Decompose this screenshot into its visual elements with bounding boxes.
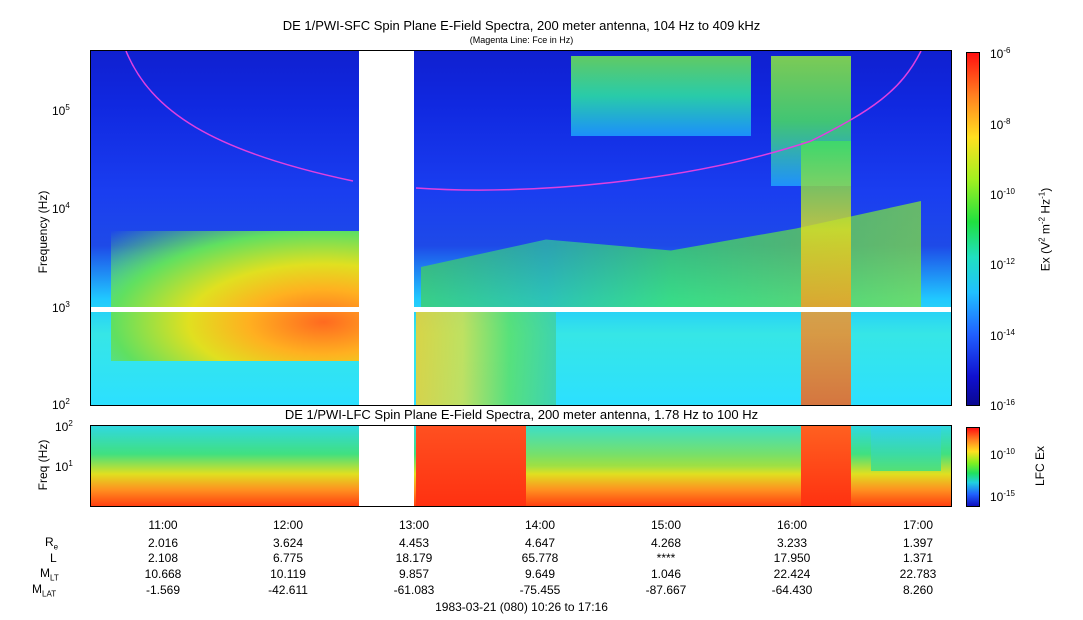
mlt-value: 9.857: [398, 567, 430, 581]
time-tick-1: 12:00: [272, 518, 304, 532]
sfc-ytick-1e5: 105: [52, 103, 70, 118]
mlt-value: 9.649: [524, 567, 556, 581]
l-value: 1.371: [902, 551, 934, 565]
lfc-ytick-1e1: 101: [55, 459, 73, 474]
mlat-value: -1.569: [145, 583, 181, 597]
re-value: 4.647: [524, 536, 556, 550]
sfc-colorbar-label: Ex (V2 m-2 Hz-1): [1037, 187, 1053, 272]
time-tick-5: 16:00: [776, 518, 808, 532]
mlt-value: 22.783: [899, 567, 937, 581]
sfc-cbar-tick-8: 10-8: [990, 117, 1011, 132]
lfc-cbar-tick-15: 10-15: [990, 489, 1015, 504]
mlt-value: 10.119: [270, 567, 306, 581]
sfc-cbar-tick-16: 10-16: [990, 398, 1015, 413]
sfc-cbar-tick-6: 10-6: [990, 46, 1011, 61]
sfc-title: DE 1/PWI-SFC Spin Plane E-Field Spectra,…: [282, 18, 761, 33]
sfc-data-gap: [359, 51, 414, 405]
re-value: 4.453: [398, 536, 430, 550]
time-tick-6: 17:00: [902, 518, 934, 532]
lfc-cbar-tick-10: 10-10: [990, 447, 1015, 462]
sfc-ytick-1e4: 104: [52, 201, 70, 216]
mlat-value: -75.455: [519, 583, 561, 597]
l-value: 18.179: [395, 551, 433, 565]
re-value: 3.233: [776, 536, 808, 550]
re-value: 1.397: [902, 536, 934, 550]
sfc-colorbar: [966, 52, 980, 406]
time-tick-3: 14:00: [524, 518, 556, 532]
time-tick-4: 15:00: [650, 518, 682, 532]
l-value: 17.950: [773, 551, 811, 565]
sfc-cbar-tick-14: 10-14: [990, 328, 1015, 343]
sfc-spectrogram: [90, 50, 952, 406]
time-tick-2: 13:00: [398, 518, 430, 532]
re-value: 3.624: [272, 536, 304, 550]
sfc-ylabel: Frequency (Hz): [36, 190, 50, 274]
ephem-label-mlat: MLAT: [32, 582, 57, 599]
l-value: 2.108: [147, 551, 179, 565]
mlat-value: -61.083: [393, 583, 435, 597]
sfc-cbar-tick-12: 10-12: [990, 257, 1015, 272]
ephem-label-re: Re: [45, 535, 59, 552]
lfc-ylabel: Freq (Hz): [36, 439, 50, 491]
lfc-title: DE 1/PWI-LFC Spin Plane E-Field Spectra,…: [284, 407, 759, 422]
time-range-footer: 1983-03-21 (080) 10:26 to 17:16: [435, 600, 608, 614]
fce-magenta-line: [125, 51, 922, 191]
lfc-data-gap: [359, 426, 414, 506]
mlt-value: 10.668: [144, 567, 182, 581]
l-value: 6.775: [272, 551, 304, 565]
time-tick-0: 11:00: [148, 518, 178, 532]
lfc-colorbar-label: LFC Ex: [1033, 446, 1047, 487]
mlt-value: 1.046: [650, 567, 682, 581]
lfc-spectrogram: [90, 425, 952, 507]
lfc-ytick-1e2: 102: [55, 419, 73, 434]
sfc-subtitle: (Magenta Line: Fce in Hz): [469, 35, 574, 45]
mlt-value: 22.424: [773, 567, 811, 581]
mlat-value: -42.611: [268, 583, 308, 597]
mlat-value: -87.667: [645, 583, 687, 597]
sfc-ytick-1e2: 102: [52, 397, 70, 412]
lfc-colorbar: [966, 427, 980, 507]
l-value: 65.778: [521, 551, 559, 565]
mlat-value: 8.260: [902, 583, 934, 597]
sfc-ytick-1e3: 103: [52, 300, 70, 315]
re-value: 4.268: [650, 536, 682, 550]
sfc-cbar-tick-10: 10-10: [990, 187, 1015, 202]
mlat-value: -64.430: [771, 583, 813, 597]
re-value: 2.016: [147, 536, 179, 550]
l-value: ****: [656, 551, 676, 565]
ephem-label-l: L: [50, 551, 57, 565]
ephem-label-mlt: MLT: [40, 566, 59, 583]
